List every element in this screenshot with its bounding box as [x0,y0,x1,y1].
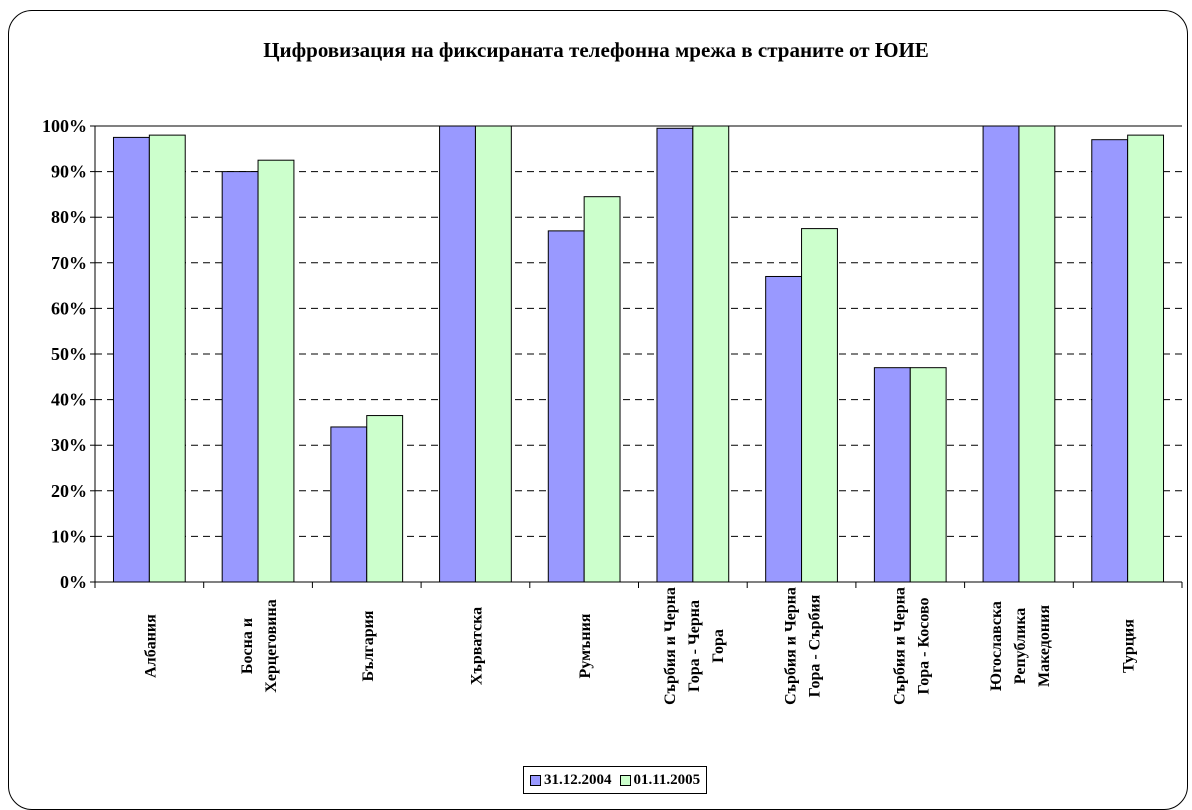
legend-label-series-2: 01.11.2005 [633,771,701,788]
bar [1091,139,1129,583]
y-tick-label: 50% [51,344,87,364]
y-tick-label: 100% [42,116,87,136]
y-tick-label: 90% [51,162,87,182]
x-category-label: Сърбия и Черна Гора - Косово [891,587,932,705]
bar [801,228,838,583]
bar [330,426,368,583]
y-tick-label: 0% [60,572,87,592]
x-category-label: Албания [142,614,159,678]
x-category-label: Румъния [577,613,594,678]
legend-label-series-1: 31.12.2004 [544,771,612,788]
bar [112,136,150,583]
bar [692,125,730,583]
x-category-label: Сърбия и Черна Гора - Черна Гора [662,587,727,705]
legend: 31.12.2004 01.11.2005 [523,766,708,794]
y-tick-label: 40% [51,390,87,410]
bar [474,125,512,583]
bar [982,125,1020,583]
bar [583,196,621,583]
bar [366,415,404,583]
y-tick-label: 20% [51,481,87,501]
y-tick-label: 30% [51,435,87,455]
y-tick-label: 70% [51,253,87,273]
bar [547,230,585,583]
bar [909,367,947,583]
bar [439,125,476,583]
bar [656,127,694,583]
legend-swatch-series-1 [530,774,541,786]
x-category-label: Босна и Херцеговина [239,599,280,692]
legend-item-series-2: 01.11.2005 [619,771,701,789]
x-category-label: Сърбия и Черна Гора - Сърбия [783,587,824,705]
bar [257,159,295,583]
x-category-label: Югославска Република Македония [988,601,1053,691]
x-category-label: Хърватска [468,607,485,685]
x-category-label: България [360,610,377,681]
legend-swatch-series-2 [619,774,631,786]
bar [1018,125,1056,583]
chart-title: Цифровизация на фиксираната телефонна мр… [263,38,929,62]
bar [221,171,259,583]
bar [148,134,186,583]
bar [1127,134,1165,583]
bar [873,367,911,583]
legend-item-series-1: 31.12.2004 [530,772,612,789]
y-tick-label: 80% [51,207,87,227]
bar [765,275,803,583]
y-tick-label: 60% [51,298,87,318]
x-category-label: Турция [1121,619,1138,673]
y-tick-label: 10% [51,526,87,546]
